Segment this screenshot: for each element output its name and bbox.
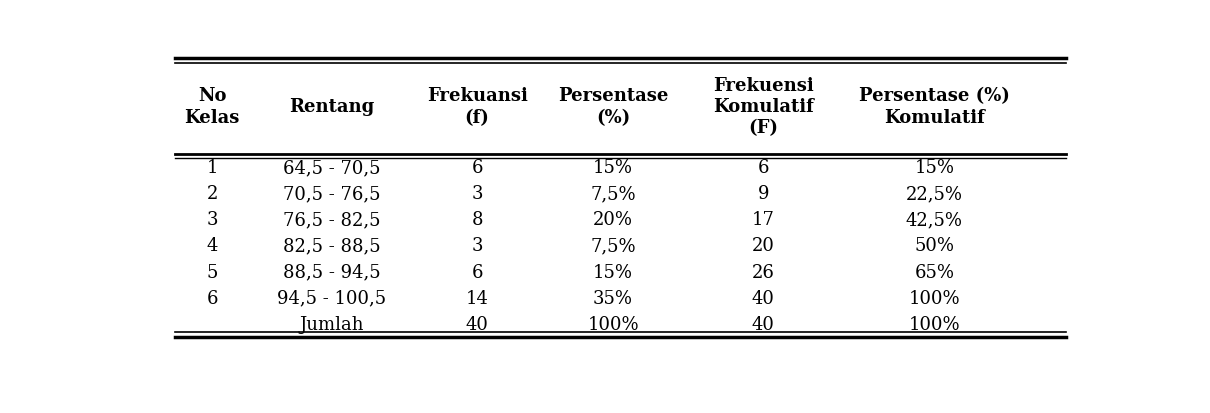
- Text: 40: 40: [751, 289, 774, 307]
- Text: 42,5%: 42,5%: [906, 211, 963, 229]
- Text: 40: 40: [466, 315, 489, 333]
- Text: 6: 6: [472, 263, 483, 281]
- Text: 40: 40: [751, 315, 774, 333]
- Text: 100%: 100%: [587, 315, 639, 333]
- Text: Jumlah: Jumlah: [300, 315, 364, 333]
- Text: 100%: 100%: [909, 289, 960, 307]
- Text: 3: 3: [207, 211, 218, 229]
- Text: Persentase
(%): Persentase (%): [558, 87, 668, 126]
- Text: 20%: 20%: [593, 211, 633, 229]
- Text: Frekuensi
Komulatif
(F): Frekuensi Komulatif (F): [713, 76, 813, 137]
- Text: 6: 6: [472, 159, 483, 176]
- Text: 15%: 15%: [593, 159, 633, 176]
- Text: No
Kelas: No Kelas: [184, 87, 240, 126]
- Text: 15%: 15%: [915, 159, 955, 176]
- Text: 94,5 - 100,5: 94,5 - 100,5: [277, 289, 386, 307]
- Text: 22,5%: 22,5%: [906, 185, 963, 203]
- Text: 65%: 65%: [915, 263, 955, 281]
- Text: 50%: 50%: [915, 237, 955, 255]
- Text: 20: 20: [751, 237, 774, 255]
- Text: 64,5 - 70,5: 64,5 - 70,5: [283, 159, 380, 176]
- Text: 88,5 - 94,5: 88,5 - 94,5: [283, 263, 381, 281]
- Text: 35%: 35%: [593, 289, 633, 307]
- Text: 100%: 100%: [909, 315, 960, 333]
- Text: Frekuansi
(f): Frekuansi (f): [427, 87, 528, 126]
- Text: 6: 6: [757, 159, 768, 176]
- Text: Rentang: Rentang: [289, 98, 374, 116]
- Text: 5: 5: [207, 263, 218, 281]
- Text: 4: 4: [207, 237, 218, 255]
- Text: 6: 6: [207, 289, 218, 307]
- Text: 8: 8: [472, 211, 483, 229]
- Text: 76,5 - 82,5: 76,5 - 82,5: [283, 211, 380, 229]
- Text: 82,5 - 88,5: 82,5 - 88,5: [283, 237, 381, 255]
- Text: 3: 3: [472, 237, 483, 255]
- Text: 7,5%: 7,5%: [590, 185, 636, 203]
- Text: 70,5 - 76,5: 70,5 - 76,5: [283, 185, 380, 203]
- Text: 7,5%: 7,5%: [590, 237, 636, 255]
- Text: 26: 26: [751, 263, 774, 281]
- Text: Persentase (%)
Komulatif: Persentase (%) Komulatif: [859, 87, 1009, 126]
- Text: 14: 14: [466, 289, 489, 307]
- Text: 2: 2: [207, 185, 218, 203]
- Text: 9: 9: [757, 185, 768, 203]
- Text: 15%: 15%: [593, 263, 633, 281]
- Text: 3: 3: [472, 185, 483, 203]
- Text: 1: 1: [207, 159, 218, 176]
- Text: 17: 17: [751, 211, 774, 229]
